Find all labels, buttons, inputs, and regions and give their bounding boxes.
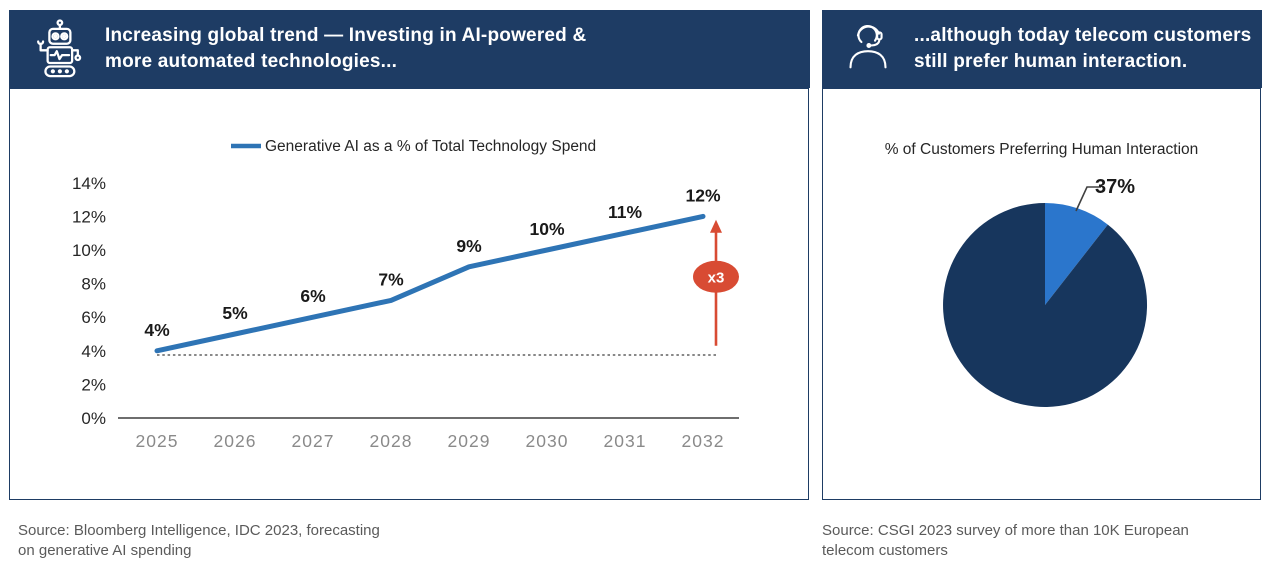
right-panel-title: ...although today telecom customers stil…	[914, 23, 1251, 75]
svg-text:10%: 10%	[529, 219, 564, 239]
svg-text:6%: 6%	[81, 308, 106, 327]
svg-text:11%: 11%	[608, 202, 642, 222]
line-chart: Generative AI as a % of Total Technology…	[72, 138, 739, 451]
svg-text:8%: 8%	[81, 275, 106, 294]
svg-text:2027: 2027	[292, 431, 335, 451]
left-panel-header: Increasing global trend — Investing in A…	[9, 10, 810, 88]
pie-chart-title: % of Customers Preferring Human Interact…	[884, 141, 1199, 158]
svg-text:2026: 2026	[214, 431, 257, 451]
left-source-line1: Source: Bloomberg Intelligence, IDC 2023…	[18, 522, 380, 539]
svg-text:2%: 2%	[81, 375, 106, 394]
svg-text:12%: 12%	[72, 207, 106, 226]
svg-text:2031: 2031	[604, 431, 647, 451]
svg-text:7%: 7%	[378, 269, 404, 289]
svg-text:x3: x3	[708, 269, 725, 286]
right-panel-header: ...although today telecom customers stil…	[822, 10, 1262, 88]
svg-text:14%: 14%	[72, 174, 106, 193]
svg-text:4%: 4%	[144, 320, 170, 340]
svg-text:Generative AI as a % of Total: Generative AI as a % of Total Technology…	[265, 138, 596, 155]
pie-chart: 37%	[943, 176, 1148, 407]
pie-chart-box: % of Customers Preferring Human Interact…	[822, 88, 1261, 500]
right-source-line2: telecom customers	[822, 542, 948, 559]
svg-text:12%: 12%	[685, 185, 720, 205]
right-title-line2: still prefer human interaction.	[914, 51, 1188, 72]
svg-text:6%: 6%	[300, 286, 326, 306]
svg-text:2025: 2025	[136, 431, 179, 451]
headset-agent-icon	[840, 18, 896, 80]
svg-text:2032: 2032	[682, 431, 725, 451]
svg-text:5%: 5%	[222, 303, 248, 323]
left-source-note: Source: Bloomberg Intelligence, IDC 2023…	[18, 521, 380, 561]
right-source-line1: Source: CSGI 2023 survey of more than 10…	[822, 522, 1189, 539]
svg-text:9%: 9%	[456, 236, 482, 256]
svg-text:4%: 4%	[81, 342, 106, 361]
line-chart-box: Generative AI as a % of Total Technology…	[9, 88, 809, 500]
svg-text:0%: 0%	[81, 409, 106, 428]
svg-text:2029: 2029	[448, 431, 491, 451]
svg-text:10%: 10%	[72, 241, 106, 260]
right-source-note: Source: CSGI 2023 survey of more than 10…	[822, 521, 1189, 561]
left-source-line2: on generative AI spending	[18, 542, 192, 559]
svg-text:2028: 2028	[370, 431, 413, 451]
left-panel-title: Increasing global trend — Investing in A…	[105, 23, 586, 75]
robot-icon	[31, 18, 87, 80]
right-title-line1: ...although today telecom customers	[914, 25, 1252, 46]
left-title-line1: Increasing global trend — Investing in A…	[105, 25, 587, 46]
svg-text:37%: 37%	[1095, 176, 1135, 198]
svg-text:2030: 2030	[526, 431, 569, 451]
left-title-line2: more automated technologies...	[105, 51, 398, 72]
